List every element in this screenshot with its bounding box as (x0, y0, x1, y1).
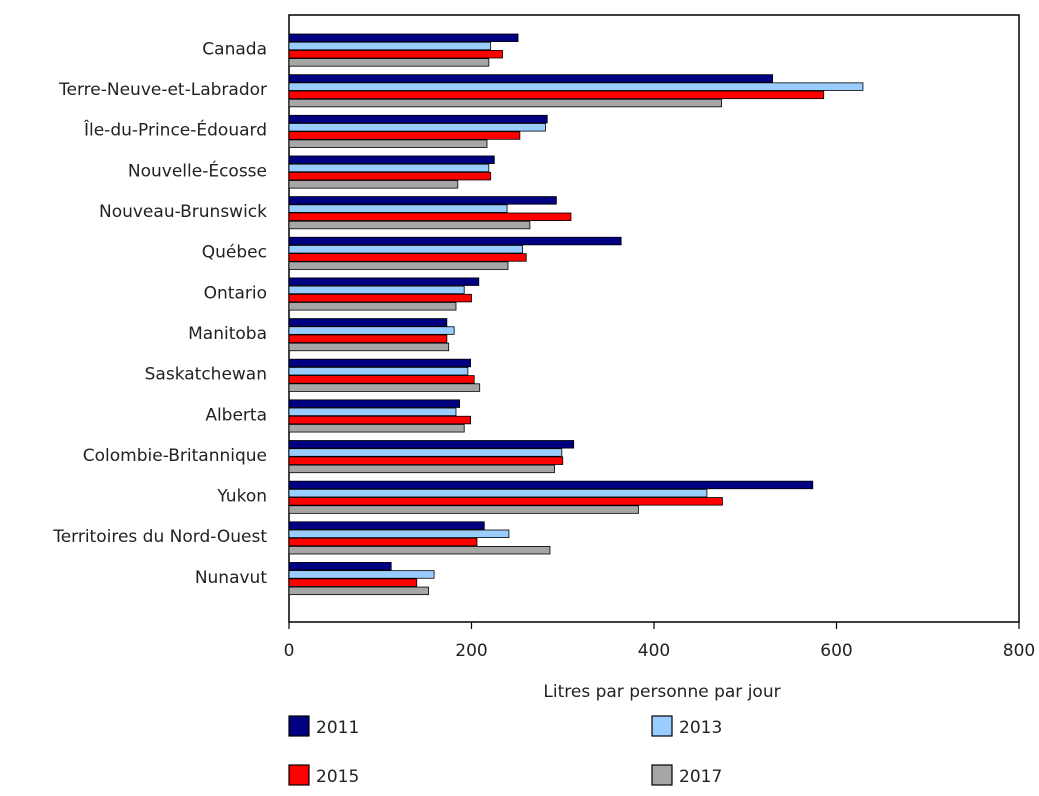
bar-2013 (288, 407, 457, 417)
bar-2015 (288, 212, 572, 221)
category-label: Île-du-Prince-Édouard (83, 119, 267, 141)
bar-2015 (288, 334, 448, 343)
legend-label: 2015 (316, 767, 359, 787)
bar-2015 (288, 90, 825, 100)
bar-2011 (288, 114, 548, 124)
bar-2017 (288, 98, 722, 108)
legend-swatch (288, 715, 310, 737)
legend-item-2015: 2015 (288, 764, 359, 787)
bar-2015 (288, 253, 527, 262)
bar-2013 (288, 285, 465, 295)
category-labels: Canada Terre-Neuve-et-Labrador Île-du-Prin… (52, 39, 267, 587)
bar-2017 (288, 342, 450, 352)
bar-2011 (288, 399, 461, 408)
bar-2011 (288, 74, 774, 83)
bar-2013 (288, 163, 490, 173)
legend-item-2011: 2011 (288, 715, 359, 738)
bar-2017 (288, 464, 555, 474)
bar-2013 (288, 41, 492, 51)
bar-2011 (288, 480, 814, 490)
bar-2013 (288, 448, 563, 457)
x-tick-label: 200 (455, 641, 487, 661)
legend-item-2013: 2013 (651, 715, 722, 738)
legend-label: 2011 (316, 718, 359, 738)
bar-2015 (288, 537, 478, 547)
bar-2011 (288, 155, 495, 164)
bar-2017 (288, 302, 457, 311)
bar-2017 (288, 220, 531, 230)
bar-2017 (288, 546, 551, 555)
bar-2017 (288, 139, 488, 148)
category-label: Canada (202, 39, 267, 59)
bar-2017 (288, 424, 465, 433)
legend-item-2017: 2017 (651, 764, 722, 787)
legend-swatch (651, 764, 673, 786)
bar-2013 (288, 123, 546, 132)
bar-2015 (288, 131, 521, 140)
bar-2013 (288, 204, 508, 213)
x-tick-label: 800 (1003, 641, 1035, 661)
bar-2011 (288, 236, 622, 246)
bar-2011 (288, 521, 485, 530)
bar-2011 (288, 358, 471, 368)
legend-label: 2013 (679, 718, 722, 738)
category-label: Nouveau-Brunswick (99, 202, 267, 222)
bar-2013 (288, 245, 524, 254)
bar-2011 (288, 196, 557, 205)
bar-2015 (288, 497, 723, 506)
category-label: Québec (202, 243, 267, 263)
bar-2015 (288, 171, 492, 181)
x-tick-label: 600 (820, 641, 852, 661)
bar-2015 (288, 293, 472, 303)
category-label: Nouvelle-Écosse (128, 159, 267, 181)
category-label: Alberta (205, 405, 267, 425)
bar-2013 (288, 366, 469, 376)
bar-2011 (288, 562, 392, 571)
category-label: Yukon (216, 487, 267, 507)
bar-2011 (288, 318, 448, 327)
bar-2013 (288, 326, 455, 335)
category-label: Ontario (204, 283, 267, 303)
bar-2011 (288, 277, 480, 286)
bar-2013 (288, 570, 435, 579)
legend-label: 2017 (679, 767, 722, 787)
legend: 2011 2013 2015 2017 (288, 715, 722, 787)
category-label: Terre-Neuve-et-Labrador (58, 80, 267, 100)
category-label: Saskatchewan (145, 365, 267, 385)
bar-2015 (288, 415, 471, 425)
legend-swatch (651, 715, 673, 737)
bar-2017 (288, 58, 490, 67)
category-label: Territoires du Nord-Ouest (52, 527, 267, 547)
bar-2017 (288, 383, 481, 392)
category-label: Nunavut (195, 568, 268, 588)
bar-2011 (288, 440, 575, 449)
category-label: Manitoba (188, 324, 267, 344)
x-axis-ticks: 0 200 400 600 800 (284, 622, 1035, 661)
bar-2015 (288, 50, 503, 59)
legend-swatch (288, 764, 310, 786)
x-tick-label: 400 (638, 641, 670, 661)
bar-2013 (288, 488, 708, 498)
bar-2011 (288, 33, 519, 42)
category-label: Colombie-Britannique (83, 446, 267, 466)
bar-2017 (288, 261, 509, 270)
bar-2017 (288, 586, 430, 596)
bar-2017 (288, 180, 459, 189)
bar-2015 (288, 456, 564, 465)
x-axis-label: Litres par personne par jour (543, 682, 780, 702)
bar-2015 (288, 375, 475, 384)
bar-2013 (288, 82, 864, 91)
bar-2017 (288, 505, 639, 514)
bar-2013 (288, 529, 510, 538)
x-tick-label: 0 (284, 641, 295, 661)
bars-layer (288, 33, 864, 596)
bar-2015 (288, 578, 418, 587)
